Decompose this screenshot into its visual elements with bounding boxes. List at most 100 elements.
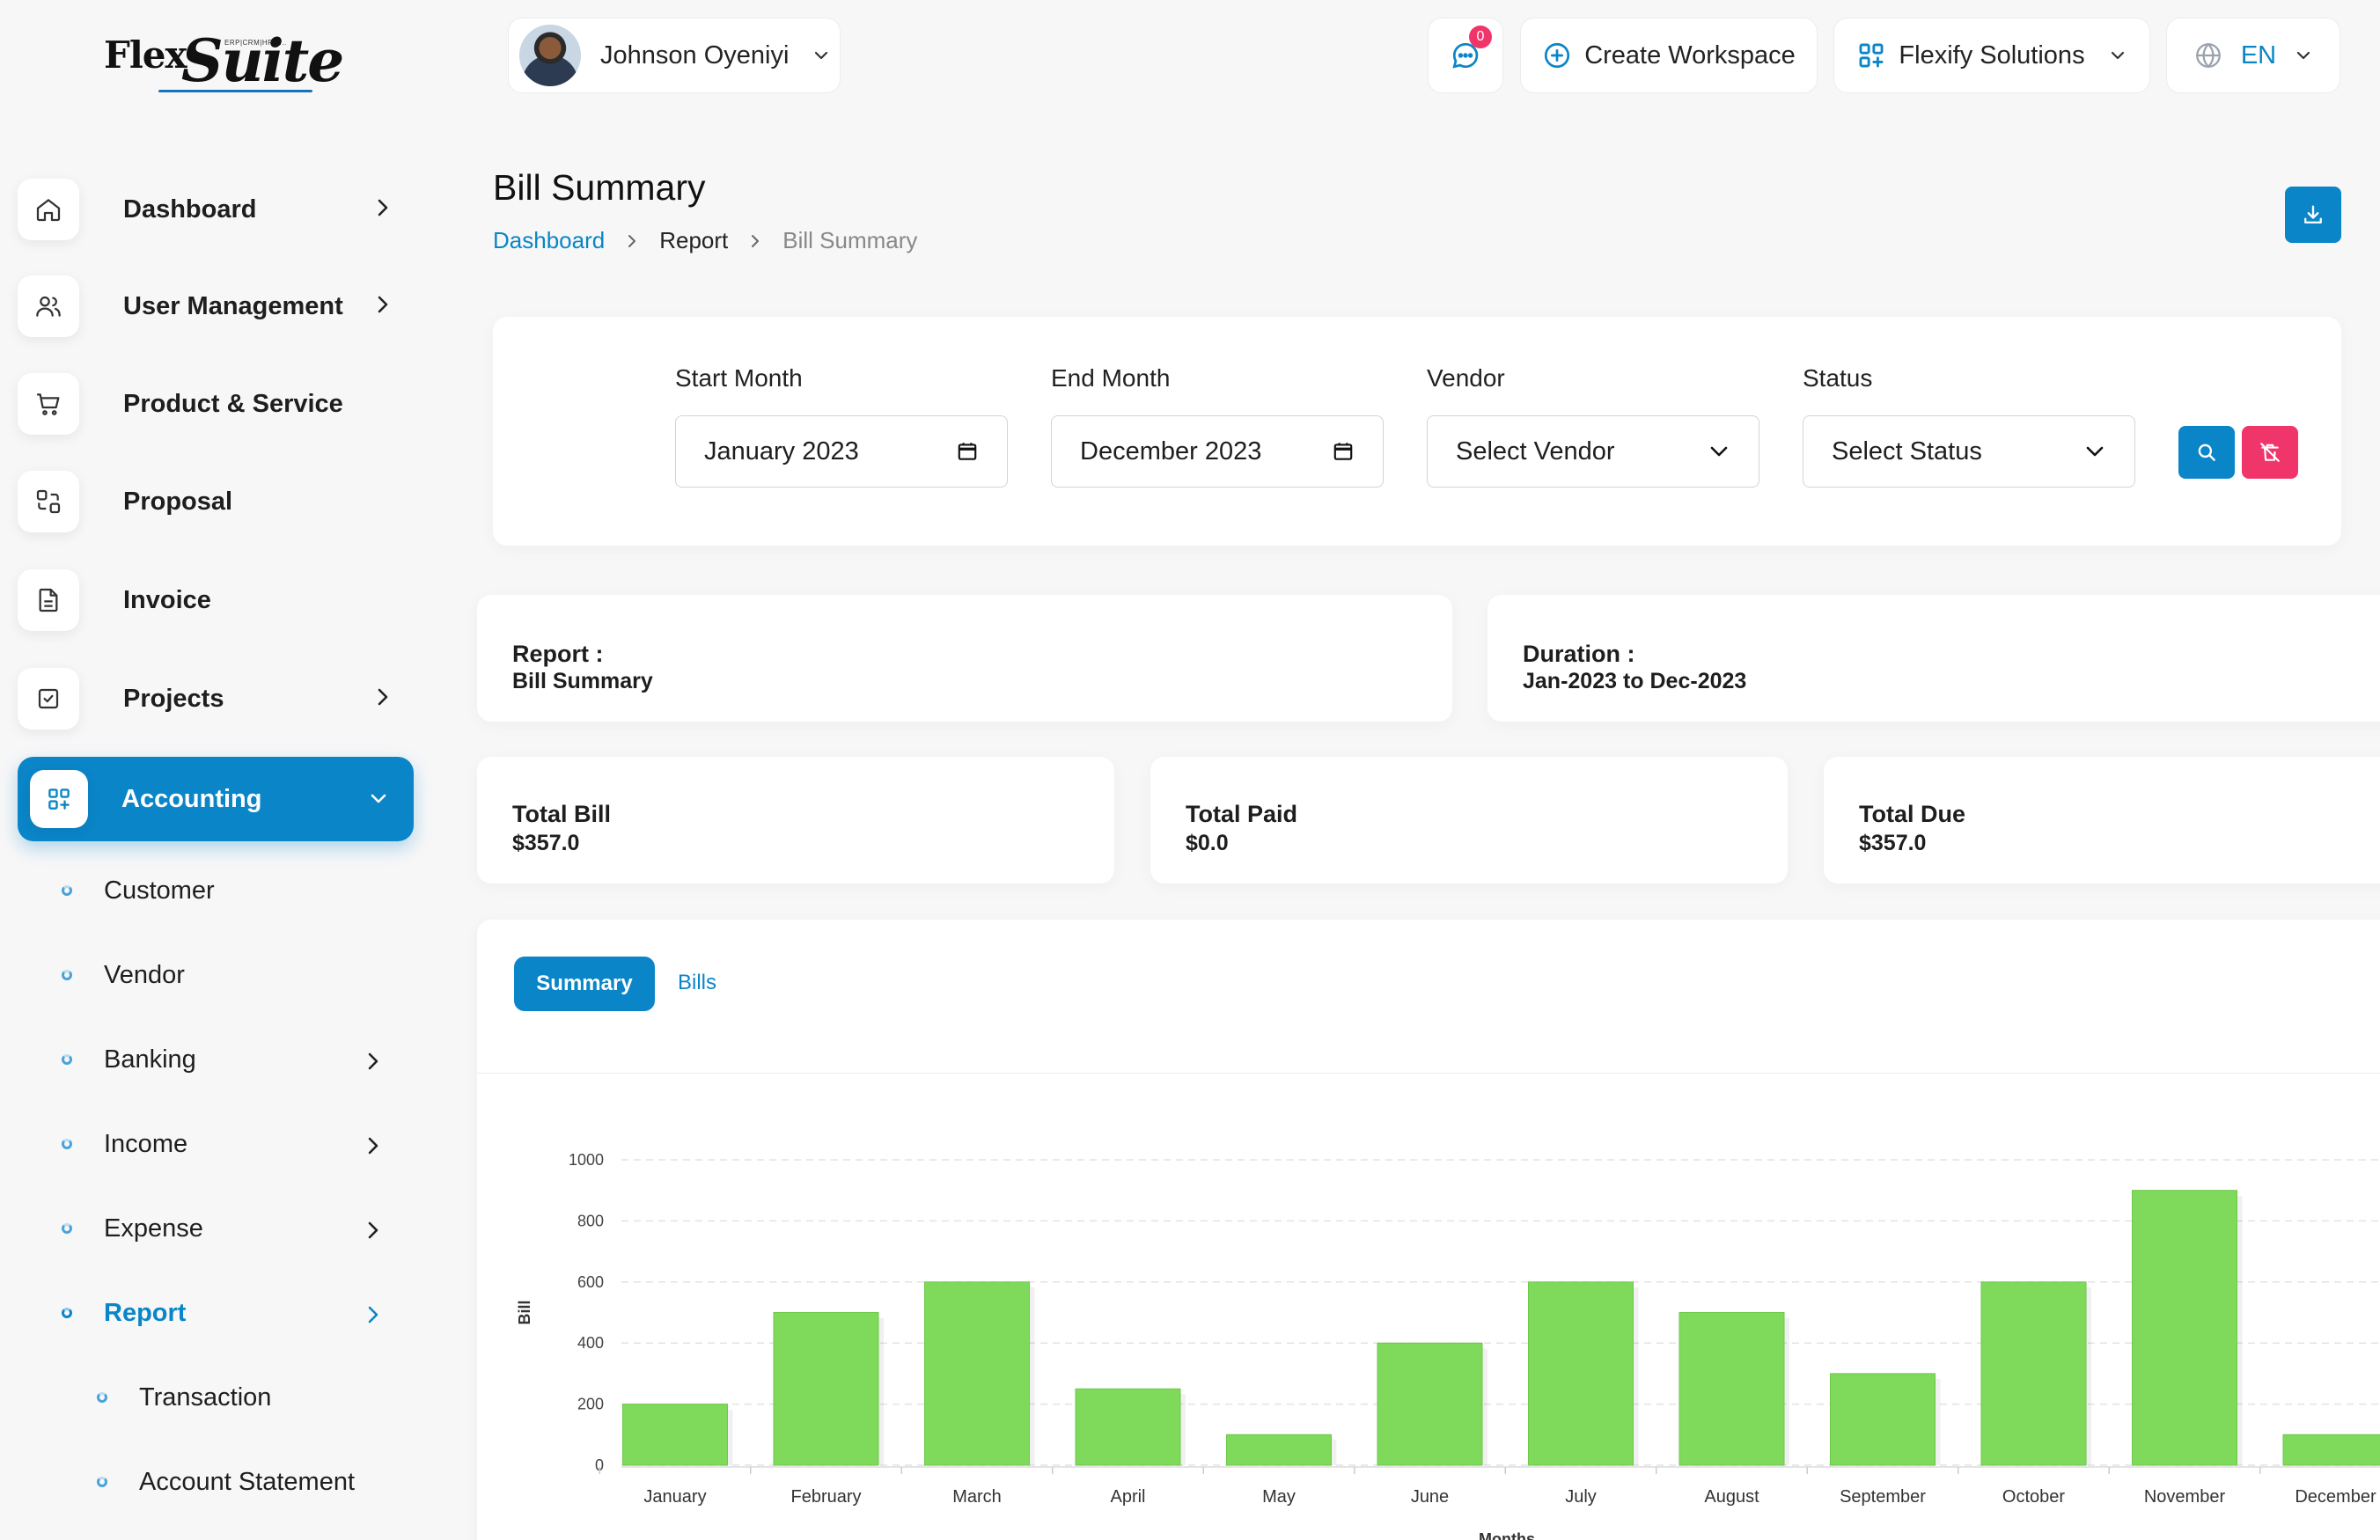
breadcrumb-dashboard[interactable]: Dashboard — [493, 227, 606, 253]
bar-february — [773, 1312, 879, 1466]
start-month-label: Start Month — [675, 364, 803, 392]
exchange-icon — [18, 471, 79, 532]
end-month-label: End Month — [1051, 364, 1171, 392]
total-paid-card: Total Paid $0.0 — [1150, 757, 1788, 884]
x-tick-label: June — [1411, 1487, 1449, 1507]
bar-may — [1226, 1434, 1332, 1466]
clear-filter-button[interactable] — [2242, 426, 2298, 479]
sidebar-sub-report[interactable]: Report — [62, 1287, 387, 1339]
report-info-card: Report : Bill Summary — [477, 595, 1452, 722]
chart-card: Summary Bills 0 200 400 600 800 1000 Bill Janua… — [477, 920, 2380, 1540]
company-switcher[interactable]: Flexify Solutions — [1833, 18, 2150, 93]
chevron-down-icon — [371, 794, 386, 803]
sidebar-item-accounting[interactable]: Accounting — [18, 757, 414, 841]
home-icon — [18, 179, 79, 240]
total-bill-value: $357.0 — [512, 831, 580, 855]
start-month-input[interactable]: January 2023 — [675, 415, 1008, 488]
logo-underline — [158, 90, 312, 92]
plus-circle-icon — [1545, 42, 1570, 69]
sidebar-item-dashboard[interactable]: Dashboard — [18, 167, 414, 252]
breadcrumb-report[interactable]: Report — [659, 227, 729, 253]
cart-icon — [18, 373, 79, 435]
chevron-right-icon — [368, 1052, 378, 1070]
calendar-icon — [958, 443, 977, 460]
user-menu[interactable]: Johnson Oyeniyi — [508, 18, 841, 93]
logo-tagline: ERP|CRM|HRM... — [224, 39, 287, 47]
bar-march — [924, 1281, 1030, 1466]
duration-info-card: Duration : Jan-2023 to Dec-2023 — [1488, 595, 2380, 722]
x-tick-label: January — [643, 1487, 706, 1507]
tab-summary[interactable]: Summary — [514, 957, 655, 1011]
sidebar-sub-transaction[interactable]: Transaction — [97, 1371, 271, 1424]
status-select[interactable]: Select Status — [1803, 415, 2135, 488]
sidebar-item-user-management[interactable]: User Management — [18, 264, 414, 348]
breadcrumb-current: Bill Summary — [782, 227, 918, 253]
sidebar-sub-customer[interactable]: Customer — [62, 864, 215, 917]
report-value: Bill Summary — [512, 669, 653, 693]
bar-september — [1830, 1373, 1936, 1466]
sidebar-item-label: Projects — [123, 684, 224, 713]
chevron-right-icon — [368, 1306, 378, 1324]
y-axis-title: Bill — [516, 1300, 533, 1324]
y-tick-label: 400 — [577, 1334, 604, 1352]
bullet-icon — [62, 885, 72, 896]
sidebar-item-label: Invoice — [123, 585, 211, 614]
users-icon — [18, 275, 79, 337]
sidebar-sub-expense[interactable]: Expense — [62, 1202, 387, 1255]
chevron-down-icon — [1710, 446, 1728, 457]
duration-value: Jan-2023 to Dec-2023 — [1523, 669, 1747, 693]
sidebar-item-product-service[interactable]: Product & Service — [18, 362, 414, 446]
x-tick-label: September — [1840, 1487, 1926, 1507]
x-tick-label: February — [790, 1487, 861, 1507]
create-workspace-label: Create Workspace — [1584, 40, 1796, 70]
sidebar-item-proposal[interactable]: Proposal — [18, 459, 414, 544]
x-axis-title: Months — [1479, 1530, 1535, 1540]
bullet-icon — [62, 1308, 72, 1318]
bullet-icon — [62, 1223, 72, 1234]
chevron-right-icon — [368, 1137, 378, 1155]
create-workspace-button[interactable]: Create Workspace — [1520, 18, 1818, 93]
x-tick-label: April — [1110, 1487, 1145, 1507]
start-month-value: January 2023 — [704, 436, 859, 466]
total-due-card: Total Due $357.0 — [1824, 757, 2380, 884]
tab-bills[interactable]: Bills — [678, 971, 717, 994]
sidebar-sub-vendor[interactable]: Vendor — [62, 949, 185, 1001]
total-bill-card: Total Bill $357.0 — [477, 757, 1114, 884]
divider — [477, 1073, 2380, 1074]
search-button[interactable] — [2178, 426, 2235, 479]
filter-card: Start Month January 2023 End Month Decem… — [493, 317, 2341, 546]
chevron-down-icon — [2111, 51, 2124, 60]
status-label: Status — [1803, 364, 1873, 392]
sidebar-sub-label: Banking — [104, 1045, 196, 1074]
sidebar-item-invoice[interactable]: Invoice — [18, 558, 414, 642]
total-bill-label: Total Bill — [512, 801, 611, 827]
app-logo[interactable]: Flex ERP|CRM|HRM... Suite — [97, 26, 344, 97]
sidebar-sub-label: Transaction — [139, 1382, 272, 1412]
sidebar-sub-banking[interactable]: Banking — [62, 1033, 387, 1086]
sidebar-item-projects[interactable]: Projects — [18, 656, 414, 741]
download-button[interactable] — [2285, 187, 2341, 243]
chevron-right-icon — [378, 199, 388, 216]
messages-button[interactable]: 0 — [1428, 18, 1503, 93]
page-title: Bill Summary — [493, 167, 706, 208]
company-name: Flexify Solutions — [1899, 40, 2085, 70]
bar-june — [1377, 1342, 1483, 1466]
end-month-input[interactable]: December 2023 — [1051, 415, 1384, 488]
globe-icon — [2195, 42, 2221, 69]
chevron-right-icon — [752, 234, 760, 247]
bar-july — [1528, 1281, 1634, 1466]
sidebar-item-label: User Management — [123, 291, 343, 320]
sidebar-sub-label: Income — [104, 1129, 188, 1158]
language-switcher[interactable]: EN — [2166, 18, 2340, 93]
x-tick-label: May — [1262, 1487, 1296, 1507]
checkbox-icon — [18, 668, 79, 730]
sidebar-sub-account-statement[interactable]: Account Statement — [97, 1456, 355, 1508]
chevron-down-icon — [815, 51, 828, 60]
apps-icon — [30, 770, 88, 828]
sidebar-item-label: Product & Service — [123, 389, 343, 418]
sidebar-sub-label: Account Statement — [139, 1467, 356, 1496]
vendor-select[interactable]: Select Vendor — [1427, 415, 1759, 488]
y-tick-label: 200 — [577, 1396, 604, 1413]
sidebar-sub-income[interactable]: Income — [62, 1118, 387, 1170]
download-icon — [2304, 205, 2322, 224]
